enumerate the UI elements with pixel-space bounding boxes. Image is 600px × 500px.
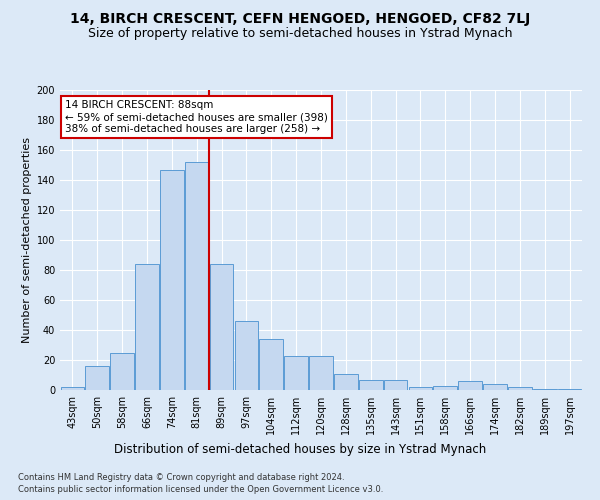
Text: 14 BIRCH CRESCENT: 88sqm
← 59% of semi-detached houses are smaller (398)
38% of : 14 BIRCH CRESCENT: 88sqm ← 59% of semi-d…: [65, 100, 328, 134]
Bar: [483, 384, 507, 390]
Text: Distribution of semi-detached houses by size in Ystrad Mynach: Distribution of semi-detached houses by …: [114, 442, 486, 456]
Bar: [284, 356, 308, 390]
Bar: [334, 374, 358, 390]
Bar: [259, 339, 283, 390]
Bar: [185, 162, 209, 390]
Bar: [160, 170, 184, 390]
Bar: [110, 352, 134, 390]
Bar: [135, 264, 159, 390]
Bar: [359, 380, 383, 390]
Bar: [458, 381, 482, 390]
Bar: [309, 356, 333, 390]
Bar: [433, 386, 457, 390]
Bar: [558, 388, 581, 390]
Bar: [508, 387, 532, 390]
Bar: [235, 321, 258, 390]
Text: Contains public sector information licensed under the Open Government Licence v3: Contains public sector information licen…: [18, 485, 383, 494]
Bar: [85, 366, 109, 390]
Y-axis label: Number of semi-detached properties: Number of semi-detached properties: [22, 137, 32, 343]
Bar: [61, 387, 84, 390]
Text: 14, BIRCH CRESCENT, CEFN HENGOED, HENGOED, CF82 7LJ: 14, BIRCH CRESCENT, CEFN HENGOED, HENGOE…: [70, 12, 530, 26]
Text: Contains HM Land Registry data © Crown copyright and database right 2024.: Contains HM Land Registry data © Crown c…: [18, 472, 344, 482]
Text: Size of property relative to semi-detached houses in Ystrad Mynach: Size of property relative to semi-detach…: [88, 28, 512, 40]
Bar: [384, 380, 407, 390]
Bar: [210, 264, 233, 390]
Bar: [533, 388, 557, 390]
Bar: [409, 387, 432, 390]
